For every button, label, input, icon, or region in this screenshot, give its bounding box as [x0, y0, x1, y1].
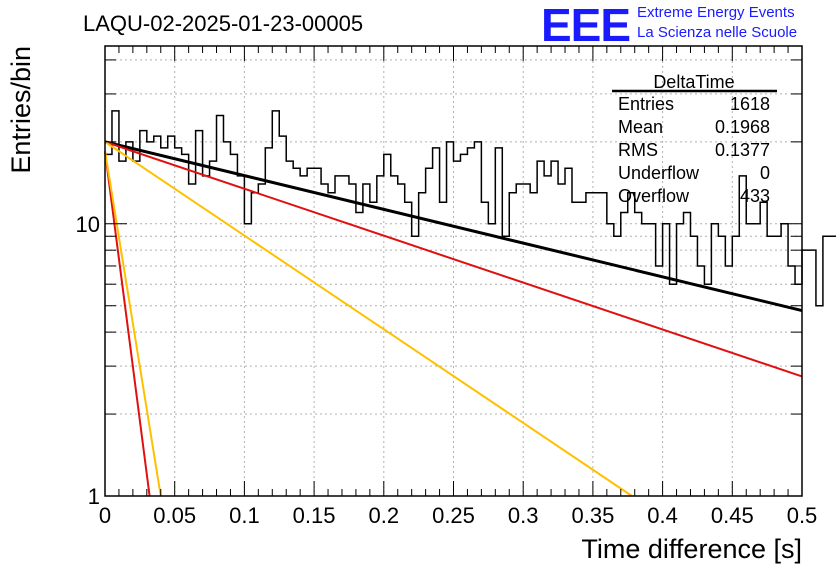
stats-value: 0.1377	[715, 140, 770, 160]
x-tick-label: 0.2	[369, 503, 400, 528]
x-tick-label: 0.45	[711, 503, 754, 528]
x-tick-label: 0.4	[647, 503, 678, 528]
stats-value: 0.1968	[715, 117, 770, 137]
stats-box: DeltaTime Entries 1618 Mean 0.1968 RMS 0.1377…	[612, 72, 777, 206]
run-title: LAQU-02-2025-01-23-00005	[83, 11, 363, 36]
eee-tagline-2: La Scienza nelle Scuole	[637, 24, 798, 41]
fit-line-4	[104, 150, 162, 497]
eee-tagline-1: Extreme Energy Events	[637, 4, 795, 21]
fit-line-2	[104, 141, 633, 497]
fit-lines-layer	[104, 140, 803, 497]
x-tick-label: 0	[99, 503, 111, 528]
fit-line-0	[104, 140, 803, 313]
y-axis-label: Entries/bin	[6, 46, 36, 174]
x-tick-label: 0.1	[229, 503, 260, 528]
x-axis-label: Time difference [s]	[581, 534, 802, 564]
fit-line-3	[104, 150, 151, 497]
stats-label: Underflow	[618, 163, 700, 183]
x-tick-label: 0.25	[432, 503, 475, 528]
stats-title: DeltaTime	[653, 72, 734, 92]
y-tick-labels: 1 10	[76, 212, 100, 509]
stats-label: Mean	[618, 117, 663, 137]
stats-value: 433	[740, 186, 770, 206]
fit-line-1	[104, 140, 803, 378]
stats-value: 0	[760, 163, 770, 183]
x-tick-labels: 0 0.05 0.1 0.15 0.2 0.25 0.3 0.35 0.4 0.45 0.5	[99, 503, 817, 528]
chart-grid	[105, 46, 802, 496]
stats-label: RMS	[618, 140, 658, 160]
x-tick-label: 0.5	[787, 503, 818, 528]
stats-value: 1618	[730, 94, 770, 114]
stats-label: Overflow	[618, 186, 690, 206]
x-tick-label: 0.15	[293, 503, 336, 528]
x-tick-label: 0.35	[571, 503, 614, 528]
y-tick-label: 1	[88, 484, 100, 509]
x-tick-label: 0.3	[508, 503, 539, 528]
axis-ticks	[104, 46, 803, 497]
eee-logo: EEE	[541, 0, 631, 51]
stats-label: Entries	[618, 94, 674, 114]
y-tick-label: 10	[76, 212, 100, 237]
x-tick-label: 0.05	[153, 503, 196, 528]
